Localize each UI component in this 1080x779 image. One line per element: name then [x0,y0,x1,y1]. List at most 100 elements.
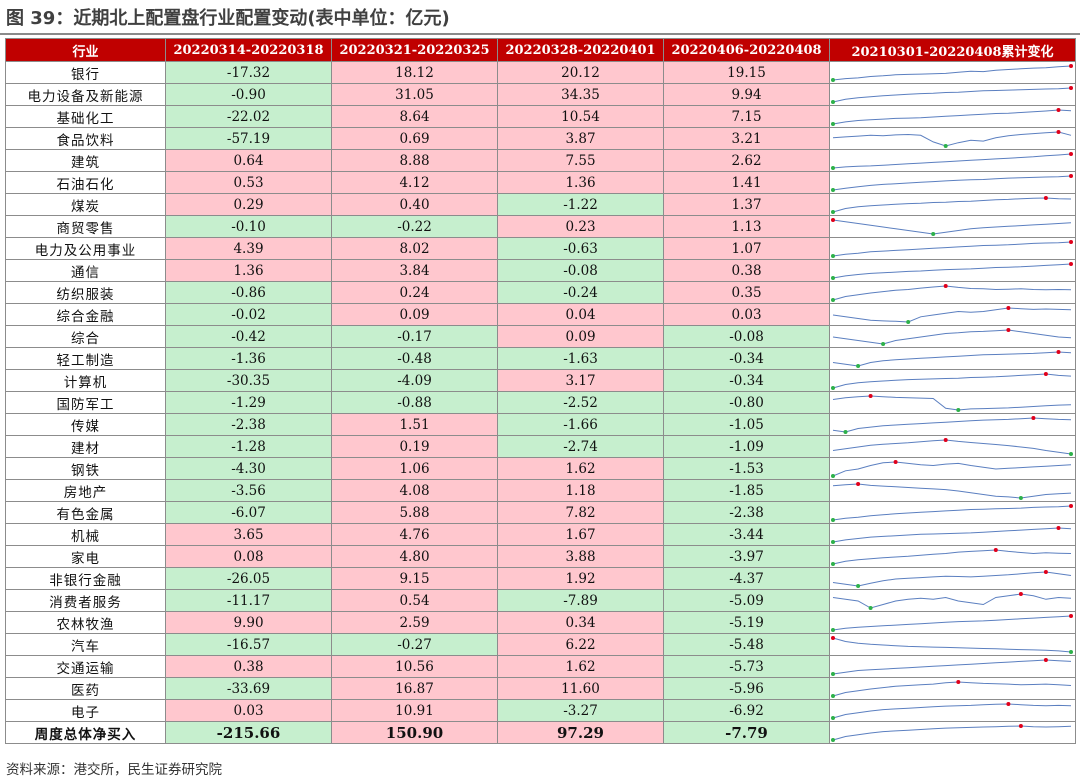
cumulative-sparkline-cell [829,479,1076,502]
weekly-value: 9.15 [331,567,498,590]
weekly-value: -215.66 [165,721,332,744]
sparkline-path [832,284,1072,300]
sparkline [831,701,1072,720]
table-row: 医药 -33.69 16.87 11.60 -5.96 [5,677,1076,700]
sparkline-max-point [1056,129,1061,134]
table-row: 房地产 -3.56 4.08 1.18 -1.85 [5,479,1076,502]
weekly-value: 10.91 [331,699,498,722]
sparkline [831,547,1072,566]
sparkline-min-point [831,275,835,280]
weekly-value: 3.17 [497,369,664,392]
sparkline-max-point [1006,305,1011,310]
table-row: 消费者服务 -11.17 0.54 -7.89 -5.09 [5,589,1076,612]
weekly-value: 7.55 [497,149,664,172]
weekly-value: -1.63 [497,347,664,370]
sparkline-path [832,460,1072,476]
sparkline [832,129,1072,148]
weekly-value: -0.17 [331,325,498,348]
sparkline-min-point [1018,495,1023,500]
weekly-value: 19.15 [663,61,830,84]
weekly-value: 0.09 [497,325,664,348]
sector-name: 家电 [5,545,166,568]
weekly-value: -57.19 [165,127,332,150]
sector-name: 传媒 [5,413,166,436]
weekly-value: -1.05 [663,413,830,436]
weekly-value: 4.76 [331,523,498,546]
sparkline [831,261,1073,280]
sector-name: 食品饮料 [5,127,166,150]
weekly-value: -0.08 [497,259,664,282]
sparkline-min-point [931,231,936,236]
weekly-value: 3.88 [497,545,664,568]
table-row: 家电 0.08 4.80 3.88 -3.97 [5,545,1076,568]
sparkline-max-point [1006,701,1011,706]
sparkline-path [832,592,1072,609]
weekly-value: -0.02 [165,303,332,326]
weekly-value: -17.32 [165,61,332,84]
weekly-value: -1.36 [165,347,332,370]
sparkline-max-point [956,679,961,684]
sparkline [831,217,1072,236]
sparkline-max-point [1043,371,1048,376]
cumulative-sparkline-cell [829,171,1076,194]
cumulative-sparkline-cell [829,127,1076,150]
table-row: 综合 -0.42 -0.17 0.09 -0.08 [5,325,1076,348]
weekly-value: 0.09 [331,303,498,326]
sector-name: 电力及公用事业 [5,237,166,260]
sparkline-path [832,350,1072,367]
cumulative-sparkline-cell [829,347,1076,370]
sector-name: 建材 [5,435,166,458]
weekly-value: 3.65 [165,523,332,546]
sector-name: 综合金融 [5,303,166,326]
table-row: 传媒 -2.38 1.51 -1.66 -1.05 [5,413,1076,436]
weekly-value: -0.22 [331,215,498,238]
weekly-value: 0.34 [497,611,664,634]
table-row: 国防军工 -1.29 -0.88 -2.52 -0.80 [5,391,1076,414]
weekly-value: 1.37 [663,193,830,216]
title-divider [0,33,1080,35]
weekly-value: -5.19 [663,611,830,634]
cumulative-sparkline-cell [829,721,1076,744]
sparkline-path [832,637,1072,652]
sector-name: 商贸零售 [5,215,166,238]
sparkline-min-point [831,385,835,390]
weekly-value: 3.21 [663,127,830,150]
sparkline-min-point [831,627,835,632]
weekly-value: -1.29 [165,391,332,414]
sparkline [832,305,1072,324]
weekly-value: 3.84 [331,259,498,282]
weekly-value: -0.42 [165,325,332,348]
sparkline-max-point [1069,151,1073,156]
sparkline-min-point [831,209,835,214]
cumulative-sparkline-cell [829,523,1076,546]
sparkline-min-point [956,407,961,412]
weekly-value: 18.12 [331,61,498,84]
table-row: 计算机 -30.35 -4.09 3.17 -0.34 [5,369,1076,392]
weekly-value: -1.09 [663,435,830,458]
weekly-value: 4.39 [165,237,332,260]
sparkline-path [832,416,1072,433]
weekly-value: 0.29 [165,193,332,216]
weekly-value: -0.63 [497,237,664,260]
weekly-value: 4.08 [331,479,498,502]
weekly-value: -4.37 [663,567,830,590]
sparkline-min-point [831,77,835,82]
weekly-value: -7.89 [497,589,664,612]
table-row: 石油石化 0.53 4.12 1.36 1.41 [5,171,1076,194]
weekly-value: -0.34 [663,369,830,392]
sparkline-path [832,548,1072,564]
table-row: 建材 -1.28 0.19 -2.74 -1.09 [5,435,1076,458]
weekly-value: 8.88 [331,149,498,172]
sparkline-min-point [868,605,873,610]
cumulative-sparkline-cell [829,611,1076,634]
sparkline [832,393,1072,412]
weekly-value: -0.34 [663,347,830,370]
weekly-value: -1.66 [497,413,664,436]
sparkline-path [832,130,1072,147]
weekly-value: 0.03 [165,699,332,722]
sparkline-path [832,87,1072,102]
weekly-value: 1.92 [497,567,664,590]
cumulative-sparkline-cell [829,83,1076,106]
sparkline-min-point [831,517,835,522]
weekly-value: -3.27 [497,699,664,722]
